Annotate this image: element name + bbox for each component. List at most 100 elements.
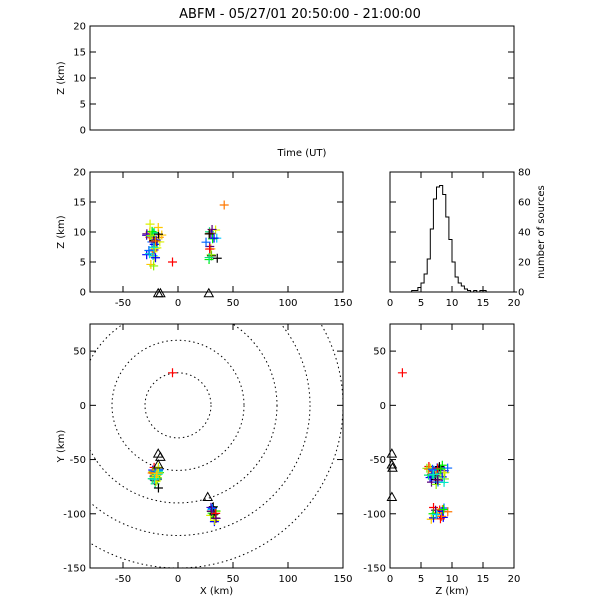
x-tick-label: 50	[227, 298, 240, 309]
x-tick-label: 150	[333, 574, 352, 585]
source-point	[432, 475, 442, 485]
source-point	[201, 237, 211, 247]
source-point	[443, 463, 453, 473]
y-tick-label: 0	[80, 126, 86, 137]
y-tick-label: 5	[80, 100, 86, 111]
x-tick-label: 150	[333, 298, 352, 309]
y-tick-label: 0	[380, 401, 386, 412]
z-y-panel: 0 5 10 15 20 -150 -100 -50 0 50 Z (km)	[363, 323, 521, 597]
y-tick-label: 20	[73, 22, 86, 33]
source-point	[153, 462, 163, 472]
y-tick-label: 0	[80, 288, 86, 299]
source-point	[207, 506, 217, 516]
range-ring	[144, 372, 212, 439]
y-tick-label: 0	[80, 401, 86, 412]
source-point	[437, 511, 447, 521]
source-point	[435, 514, 445, 524]
x-axis-label: Time (UT)	[277, 148, 327, 159]
source-point	[397, 368, 407, 378]
y-tick-label: 15	[73, 48, 86, 59]
station-marker	[203, 287, 215, 298]
x-tick-label: 15	[477, 298, 490, 309]
range-ring	[90, 324, 311, 536]
y-axis-label: Z (km)	[56, 61, 67, 94]
y-tick-label: 20	[73, 168, 86, 179]
y-tick-label: 0	[518, 288, 524, 299]
y-tick-label: 10	[73, 74, 86, 85]
source-point	[219, 200, 229, 210]
y-tick-label: -150	[363, 564, 386, 575]
y-tick-label: 60	[518, 198, 531, 209]
x-tick-label: 5	[418, 574, 424, 585]
x-tick-label: 0	[175, 298, 181, 309]
station-marker	[202, 491, 214, 502]
source-point	[211, 513, 221, 523]
y-axis-label: Y (km)	[56, 430, 67, 464]
x-height-panel: -50 0 50 100 150 0 5 10 15 20 Z (km)	[56, 168, 353, 310]
source-point	[439, 504, 449, 514]
source-point	[149, 261, 159, 271]
y-tick-label: 50	[73, 347, 86, 358]
x-tick-label: 20	[508, 574, 521, 585]
histogram-line	[390, 185, 518, 293]
plot-frame	[389, 171, 515, 293]
time-height-panel: 2050205120522053205420552056205720582059…	[56, 22, 515, 159]
source-point	[439, 477, 449, 487]
y-tick-label: -100	[363, 509, 386, 520]
source-point	[209, 233, 219, 243]
source-point	[153, 483, 163, 493]
x-axis-label: Z (km)	[435, 586, 468, 597]
source-point	[210, 515, 220, 525]
source-point	[205, 244, 215, 254]
station-marker	[386, 491, 398, 502]
source-point	[149, 242, 159, 252]
x-tick-label: 0	[175, 574, 181, 585]
source-point	[144, 245, 154, 255]
y-tick-label: 50	[373, 347, 386, 358]
plot-frame	[89, 323, 344, 569]
range-rings	[90, 324, 343, 568]
x-tick-label: 15	[477, 574, 490, 585]
y-tick-label: 40	[518, 228, 531, 239]
y-tick-label: -50	[70, 455, 86, 466]
station-marker	[386, 448, 398, 458]
source-point	[208, 234, 218, 244]
source-point	[212, 253, 222, 263]
source-point	[152, 468, 162, 478]
x-tick-label: 100	[278, 298, 297, 309]
y-axis-label: number of sources	[536, 185, 547, 278]
y-tick-label: 5	[80, 258, 86, 269]
y-tick-label: 80	[518, 168, 531, 179]
source-point	[168, 257, 177, 267]
y-tick-label: 15	[73, 198, 86, 209]
x-tick-label: 5	[418, 298, 424, 309]
y-tick-label: -150	[63, 564, 86, 575]
source-point	[427, 464, 437, 474]
plot-frame	[89, 171, 344, 293]
x-tick-label: 0	[387, 298, 393, 309]
plot-frame	[89, 25, 515, 131]
source-point	[145, 219, 155, 229]
y-tick-label: 20	[518, 258, 531, 269]
source-point	[432, 509, 442, 519]
x-axis-label: X (km)	[200, 586, 233, 597]
source-point	[204, 253, 214, 263]
station-marker	[155, 287, 166, 298]
station-marker	[386, 458, 398, 469]
y-tick-label: 10	[73, 228, 86, 239]
source-point	[147, 226, 157, 236]
source-point	[151, 253, 161, 263]
x-tick-label: 20	[508, 298, 521, 309]
x-tick-label: -50	[115, 298, 131, 309]
source-point	[168, 368, 177, 378]
y-tick-label: -100	[63, 509, 86, 520]
source-point	[153, 222, 163, 232]
source-point	[422, 463, 432, 473]
x-tick-label: 100	[278, 574, 297, 585]
source-point	[204, 229, 214, 239]
station-marker	[152, 458, 164, 469]
x-tick-label: 10	[446, 574, 459, 585]
